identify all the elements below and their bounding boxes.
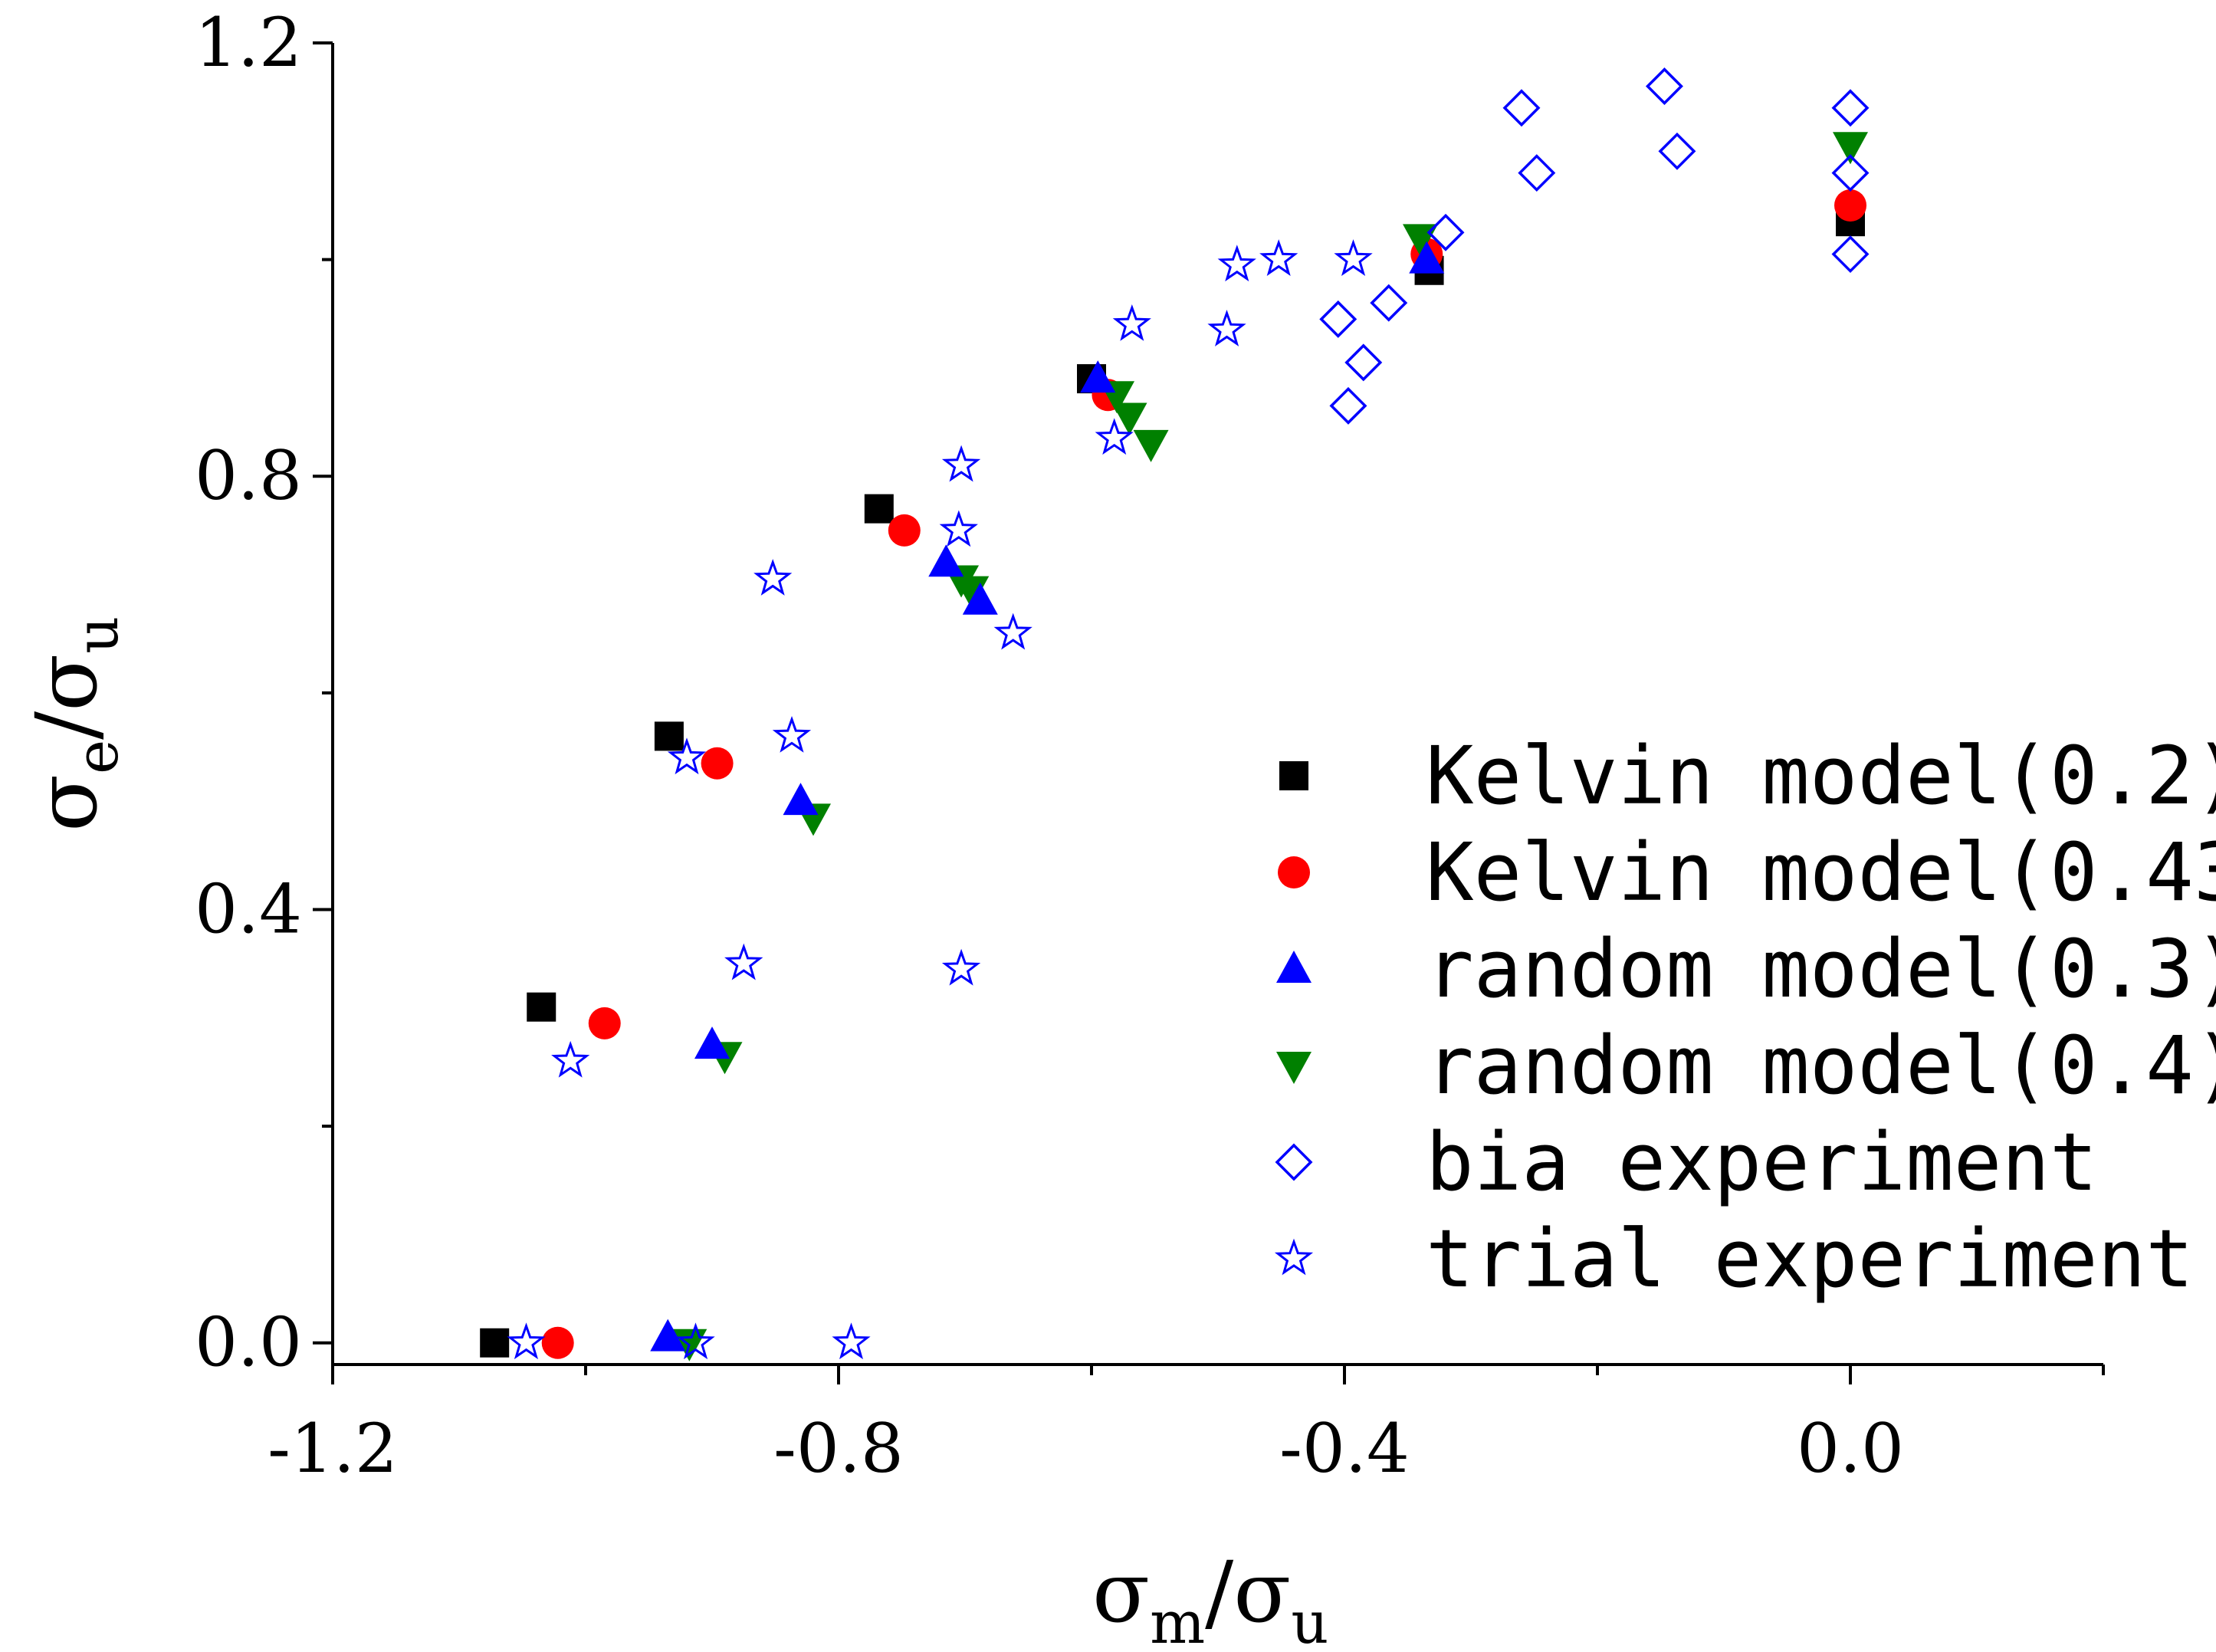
- data-point: [1645, 67, 1683, 105]
- legend-marker: [1276, 1052, 1312, 1084]
- data-point: [1080, 360, 1116, 393]
- data-point: [667, 737, 707, 775]
- data-point: [1831, 154, 1870, 192]
- legend-label: random model(0.4): [1426, 1019, 2216, 1112]
- data-point: [962, 582, 998, 615]
- legend-item: trial experiment: [1274, 1212, 2194, 1306]
- series-2: [650, 241, 1445, 1351]
- data-point: [783, 783, 819, 816]
- data-point: [1217, 245, 1256, 282]
- data-point: [1409, 241, 1445, 274]
- x-axis-title-sub2: u: [1291, 1588, 1328, 1652]
- y-axis-title-sub: e: [63, 740, 131, 774]
- data-point: [1518, 154, 1556, 192]
- x-tick-label: -1.2: [268, 1409, 398, 1488]
- data-point: [1344, 343, 1383, 382]
- x-axis-title-sigma2: σ: [1233, 1543, 1291, 1641]
- x-axis-title-sub: m: [1150, 1588, 1205, 1652]
- legend-marker: [1275, 1143, 1313, 1181]
- data-point: [676, 1322, 715, 1360]
- legend: Kelvin model(0.2)Kelvin model(0.43)rando…: [1274, 729, 2216, 1306]
- data-point: [588, 1007, 621, 1039]
- y-axis-title-sigma2: σ: [18, 654, 116, 711]
- legend-item: Kelvin model(0.43): [1278, 826, 2216, 919]
- y-axis-title-sub2: u: [63, 616, 131, 654]
- series-5: [507, 239, 1373, 1360]
- data-point: [1111, 402, 1147, 435]
- x-axis-title: σm/σu: [1092, 1543, 1328, 1652]
- data-point: [724, 943, 763, 980]
- legend-label: random model(0.3): [1426, 922, 2216, 1016]
- data-point: [1112, 304, 1151, 341]
- data-point: [1133, 429, 1169, 462]
- data-point: [888, 514, 921, 547]
- legend-item: random model(0.3): [1276, 922, 2216, 1016]
- legend-marker: [1279, 761, 1308, 790]
- data-point: [1329, 386, 1367, 425]
- data-point: [1207, 310, 1246, 346]
- legend-marker: [1276, 951, 1312, 983]
- axes: [331, 43, 2103, 1366]
- data-points: [480, 67, 1870, 1361]
- legend-label: trial experiment: [1426, 1212, 2194, 1306]
- data-point: [753, 559, 793, 596]
- data-point: [1831, 235, 1870, 274]
- x-tick-label: -0.8: [773, 1409, 904, 1488]
- data-point: [939, 510, 978, 547]
- y-axis-title-sigma: σ: [18, 774, 116, 832]
- data-point: [928, 544, 964, 577]
- svg-text:σe/σu: σe/σu: [18, 616, 131, 832]
- data-point: [1658, 132, 1696, 170]
- y-tick-label: 1.2: [195, 3, 302, 82]
- data-point: [694, 1026, 730, 1059]
- data-point: [772, 715, 812, 753]
- x-axis-title-sigma: σ: [1092, 1543, 1150, 1641]
- data-point: [941, 948, 981, 986]
- x-tick-label: 0.0: [1797, 1409, 1904, 1488]
- data-point: [1833, 132, 1868, 165]
- y-tick-label: 0.0: [195, 1303, 302, 1382]
- data-point: [1319, 300, 1358, 338]
- legend-item: bia experiment: [1275, 1115, 2098, 1209]
- ticks: -1.2 -0.8 -0.4 0.0 0.0 0.4 0.8 1.2: [195, 3, 2105, 1488]
- legend-label: Kelvin model(0.43): [1426, 826, 2216, 919]
- data-point: [1259, 239, 1298, 276]
- data-point: [480, 1328, 510, 1358]
- y-tick-label: 0.8: [195, 436, 302, 515]
- x-tick-label: -0.4: [1279, 1409, 1410, 1488]
- y-axis-title: σe/σu: [18, 616, 131, 832]
- data-point: [1831, 89, 1870, 127]
- data-point: [832, 1322, 871, 1360]
- data-point: [701, 747, 734, 780]
- data-point: [1370, 284, 1408, 322]
- data-point: [527, 992, 556, 1022]
- data-point: [551, 1040, 590, 1078]
- legend-item: Kelvin model(0.2): [1279, 729, 2216, 823]
- data-point: [1426, 213, 1465, 251]
- data-point: [1334, 239, 1373, 277]
- data-point: [1095, 418, 1134, 455]
- data-point: [941, 445, 981, 482]
- x-axis-title-slash: /: [1205, 1543, 1234, 1641]
- series-4: [1319, 67, 1870, 425]
- data-point: [507, 1322, 546, 1360]
- data-point: [864, 494, 894, 524]
- svg-text:σm/σu: σm/σu: [1092, 1543, 1328, 1652]
- data-point: [654, 721, 684, 751]
- y-tick-label: 0.4: [195, 869, 302, 948]
- data-point: [1502, 89, 1541, 127]
- data-point: [993, 613, 1032, 650]
- data-point: [541, 1326, 574, 1359]
- legend-item: random model(0.4): [1276, 1019, 2216, 1112]
- y-axis-title-slash: /: [18, 711, 116, 740]
- data-point: [650, 1319, 686, 1351]
- legend-label: bia experiment: [1426, 1115, 2098, 1209]
- data-point: [1834, 189, 1866, 222]
- legend-label: Kelvin model(0.2): [1426, 729, 2216, 823]
- legend-marker: [1274, 1238, 1314, 1276]
- legend-marker: [1278, 856, 1310, 888]
